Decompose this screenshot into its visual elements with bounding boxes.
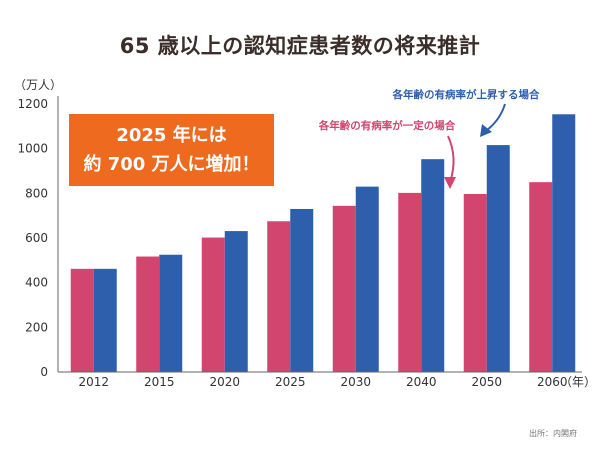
y-tick-label: 1200 <box>17 97 48 111</box>
bar-rising-2040 <box>421 159 445 372</box>
bar-constant-2012 <box>70 268 94 372</box>
callout-line-1: 2025 年には <box>116 125 227 146</box>
y-tick-label: 0 <box>40 365 48 379</box>
annotation-rising-rate: 各年齢の有病率が上昇する場合 <box>392 88 540 101</box>
bar-rising-2060 <box>552 114 576 373</box>
annotation-constant-rate: 各年齢の有病率が一定の場合 <box>318 119 456 132</box>
x-tick-label-2030: 2030 <box>340 375 371 389</box>
bar-rising-2025 <box>290 208 314 372</box>
annotation-arrow-constant <box>447 135 455 183</box>
y-axis-ticks: 0 200 400 600 800 1000 1200 <box>17 97 48 379</box>
x-tick-label-2060: 2060 <box>537 375 568 389</box>
callout-box: 2025 年には 約 700 万人に増加！ <box>69 114 274 186</box>
bar-constant-2025 <box>267 221 291 372</box>
bar-constant-2040 <box>398 192 422 372</box>
x-tick-label-2020: 2020 <box>209 375 240 389</box>
bar-group <box>70 114 576 373</box>
bar-rising-2015 <box>159 254 183 372</box>
y-tick-label: 200 <box>25 320 48 334</box>
x-axis-unit-label: （年） <box>560 375 596 389</box>
y-tick-label: 600 <box>25 231 48 245</box>
y-tick-label: 1000 <box>17 142 48 156</box>
annotation-arrowhead-rising <box>480 124 492 137</box>
x-tick-label-2015: 2015 <box>144 375 175 389</box>
y-tick-label: 400 <box>25 276 48 290</box>
bar-constant-2060 <box>529 182 553 372</box>
x-tick-label-2012: 2012 <box>78 375 109 389</box>
bar-constant-2050 <box>463 194 487 372</box>
x-axis-ticks: 2012 2015 2020 2025 2030 2040 2050 2060 <box>78 375 567 389</box>
x-tick-label-2040: 2040 <box>406 375 437 389</box>
bar-rising-2030 <box>355 186 379 372</box>
bar-constant-2020 <box>201 237 225 372</box>
bar-rising-2020 <box>224 231 248 372</box>
annotation-arrow-rising <box>486 103 506 131</box>
x-tick-label-2025: 2025 <box>275 375 306 389</box>
annotation-arrowhead-constant <box>444 177 456 189</box>
bar-constant-2030 <box>332 205 356 372</box>
chart-title: 65 歳以上の認知症患者数の将来推計 <box>119 34 481 58</box>
x-tick-label-2050: 2050 <box>471 375 502 389</box>
bar-rising-2050 <box>486 145 510 372</box>
bar-constant-2015 <box>136 256 160 372</box>
y-axis-unit-label: （万人） <box>14 78 63 92</box>
source-note: 出所：内閣府 <box>529 429 577 438</box>
bar-rising-2012 <box>93 268 117 372</box>
callout-line-2: 約 700 万人に増加！ <box>83 154 260 175</box>
y-tick-label: 800 <box>25 186 48 200</box>
